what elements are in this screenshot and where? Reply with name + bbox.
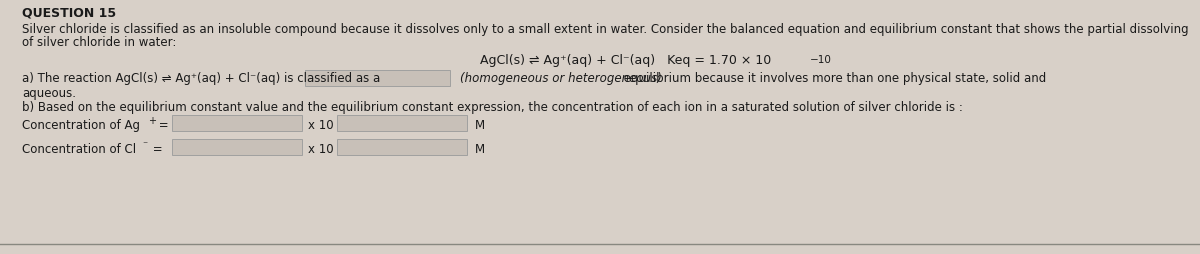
Bar: [337, 116, 467, 132]
Text: M: M: [475, 119, 485, 132]
Text: Concentration of Cl: Concentration of Cl: [22, 142, 136, 155]
Text: M: M: [475, 142, 485, 155]
Text: −10: −10: [810, 55, 832, 65]
Bar: [172, 139, 302, 155]
Text: Concentration of Ag: Concentration of Ag: [22, 119, 140, 132]
Text: =: =: [149, 142, 163, 155]
Text: AgCl(s) ⇌ Ag⁺(aq) + Cl⁻(aq)   Keq = 1.70 × 10: AgCl(s) ⇌ Ag⁺(aq) + Cl⁻(aq) Keq = 1.70 ×…: [480, 54, 772, 67]
Text: =: =: [155, 119, 169, 132]
Text: a) The reaction AgCl(s) ⇌ Ag⁺(aq) + Cl⁻(aq) is classified as a: a) The reaction AgCl(s) ⇌ Ag⁺(aq) + Cl⁻(…: [22, 72, 380, 85]
Text: x 10: x 10: [308, 119, 334, 132]
Text: Silver chloride is classified as an insoluble compound because it dissolves only: Silver chloride is classified as an inso…: [22, 23, 1189, 36]
Bar: [337, 139, 467, 155]
Bar: [305, 71, 450, 87]
Text: b) Based on the equilibrium constant value and the equilibrium constant expressi: b) Based on the equilibrium constant val…: [22, 101, 962, 114]
Text: ⁻: ⁻: [142, 139, 148, 149]
Text: x 10: x 10: [308, 142, 334, 155]
Bar: [172, 116, 302, 132]
Text: aqueous.: aqueous.: [22, 87, 76, 100]
Text: of silver chloride in water:: of silver chloride in water:: [22, 36, 176, 49]
Text: (homogeneous or heterogeneous): (homogeneous or heterogeneous): [460, 72, 662, 85]
Text: QUESTION 15: QUESTION 15: [22, 7, 116, 20]
Text: equilibrium because it involves more than one physical state, solid and: equilibrium because it involves more tha…: [620, 72, 1046, 85]
Text: +: +: [148, 116, 156, 125]
